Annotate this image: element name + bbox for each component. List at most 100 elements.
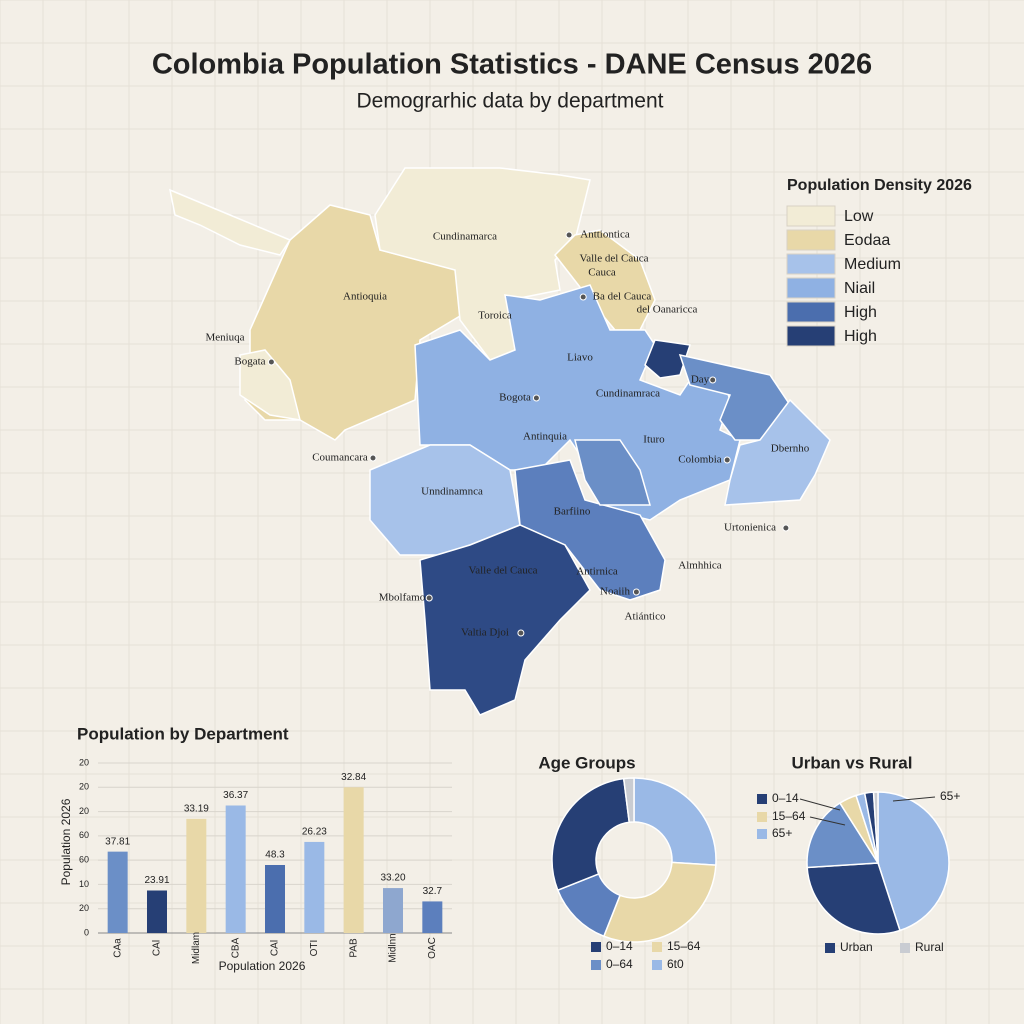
map-label: Cauca	[588, 267, 616, 279]
leader	[809, 816, 846, 826]
bar-label: 48.3	[265, 850, 285, 861]
y-tick-label: 20	[79, 757, 89, 767]
bar	[343, 787, 364, 933]
legend-label: Eodaa	[844, 232, 890, 249]
map-label: Antinquia	[523, 431, 567, 443]
legend-title: Population Density 2026	[787, 177, 972, 194]
bar	[265, 865, 285, 933]
map-dot	[782, 524, 790, 532]
region	[724, 398, 831, 506]
map-label: Colombia	[678, 454, 722, 466]
map-label: Coumancara	[312, 452, 368, 464]
map-label: Cundinamraca	[596, 388, 660, 400]
bar-label: 37.81	[105, 836, 130, 847]
map-label: Atiántico	[625, 611, 666, 623]
map-label: Cundinamarca	[433, 231, 497, 243]
map-label: Antirnica	[576, 566, 618, 578]
x-axis-label: Population 2026	[219, 959, 306, 973]
leader	[799, 798, 841, 811]
y-tick-label: 60	[79, 855, 89, 865]
pie-segment	[806, 802, 880, 869]
subtitle: Demograrhic data by department	[357, 90, 664, 113]
y-tick-label: 10	[79, 879, 89, 889]
map-label: Valle del Cauca	[579, 253, 648, 265]
y-tick-label: 60	[79, 830, 89, 840]
legend-label: High	[844, 304, 877, 321]
map-dot	[369, 454, 377, 462]
x-tick-label: CAl	[152, 940, 163, 956]
legend-label: 15–64	[667, 939, 701, 953]
annotation: 65+	[940, 789, 960, 803]
map-legend: Population Density 2026 Low Eodaa Medium Nia…	[786, 177, 972, 347]
map-label: Unndinamnca	[421, 486, 483, 498]
map-label: Anttiontica	[580, 229, 630, 241]
bar	[186, 818, 207, 933]
donut-segment	[633, 777, 717, 866]
map-dot	[267, 358, 275, 366]
map-label: Valtia Djoi	[461, 627, 509, 639]
bar	[383, 888, 403, 933]
bar-label: 32.7	[423, 886, 443, 897]
y-tick-label: 20	[79, 806, 89, 816]
bar-label: 32.84	[341, 772, 366, 783]
map-dot	[532, 394, 540, 402]
map-label: Mbolfamo	[379, 592, 426, 604]
legend-swatch	[757, 794, 767, 804]
pie-segment	[872, 791, 879, 864]
legend-label: Medium	[844, 256, 901, 273]
map-label: Bogata	[234, 356, 265, 368]
legend-swatch	[786, 301, 836, 323]
donut-segment	[551, 777, 631, 892]
legend-swatch	[786, 229, 836, 251]
legend-swatch	[825, 943, 835, 953]
legend-swatch	[757, 829, 767, 839]
bar	[147, 890, 167, 933]
bar-label: 33.20	[380, 873, 405, 884]
y-axis-label: Population 2026	[59, 798, 73, 885]
bar	[304, 841, 325, 933]
y-tick-label: 20	[79, 903, 89, 913]
legend-label: 0–14	[606, 939, 633, 953]
legend-label: Rural	[915, 940, 944, 954]
map-label: Noaiih	[600, 586, 630, 598]
bar	[107, 851, 128, 933]
map	[168, 167, 831, 716]
map-label: Urtonienica	[724, 522, 776, 534]
x-tick-label: OTI	[309, 940, 320, 957]
legend-label: 65+	[772, 826, 792, 840]
map-dot	[425, 594, 433, 602]
region	[678, 353, 791, 441]
legend-label: 6t0	[667, 957, 684, 971]
pie-segment	[877, 791, 950, 932]
legend-swatch	[786, 205, 836, 227]
legend-swatch	[757, 812, 767, 822]
legend-swatch	[900, 943, 910, 953]
legend-label: Niail	[844, 280, 875, 297]
bar-label: 33.19	[184, 803, 209, 814]
leader	[892, 796, 936, 802]
y-tick-label: 20	[79, 782, 89, 792]
legend-label: Low	[844, 208, 874, 225]
legend-swatch	[591, 960, 601, 970]
charts: Population by Department 0 20 10 60 60 20 20 20 P…	[59, 724, 960, 973]
donut-segment	[622, 777, 635, 824]
pie-segment	[806, 862, 901, 935]
map-label: Dbernho	[771, 443, 810, 455]
map-label: Barfiino	[554, 506, 591, 518]
legend-swatch	[786, 277, 836, 299]
region	[644, 339, 691, 379]
map-dot	[579, 293, 587, 301]
map-label: Ba del Cauca	[593, 291, 652, 303]
title: Colombia Population Statistics - DANE Ce…	[152, 49, 872, 81]
region	[574, 439, 651, 506]
legend-label: 0–14	[772, 791, 799, 805]
legend-label: High	[844, 328, 877, 345]
map-dot	[723, 456, 731, 464]
map-label: Bogota	[499, 392, 531, 404]
legend-swatch	[652, 960, 662, 970]
bar-label: 23.91	[144, 875, 169, 886]
legend-swatch	[591, 942, 601, 952]
x-tick-label: Midlam	[191, 932, 202, 964]
